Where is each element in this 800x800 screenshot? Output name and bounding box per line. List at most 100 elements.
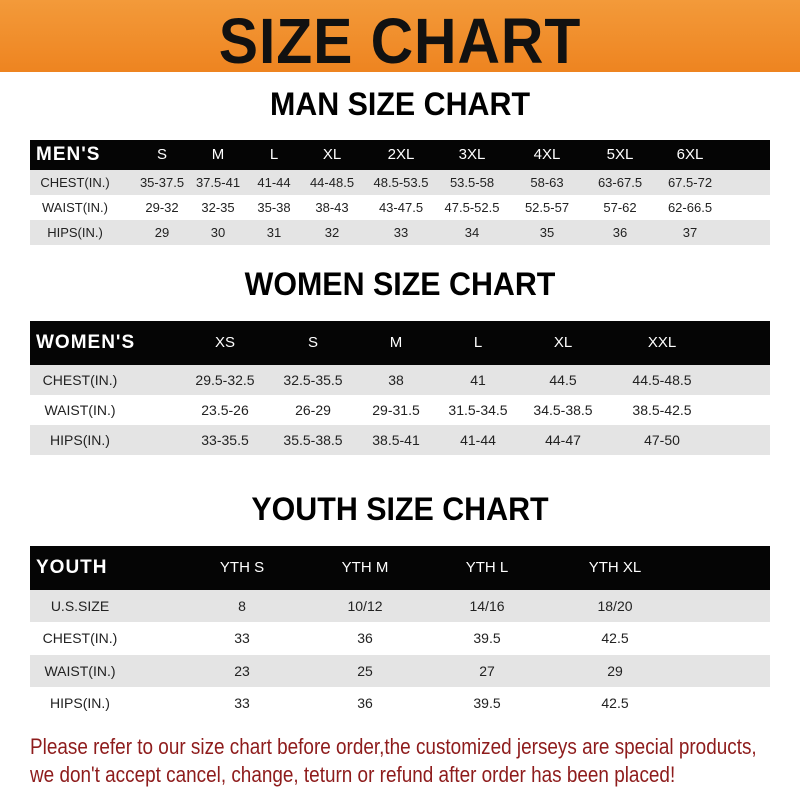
- row-label: WAIST(IN.): [44, 663, 116, 679]
- table-cell: 36: [357, 695, 373, 711]
- row-label: MEN'S: [36, 144, 101, 165]
- table-cell: 39.5: [473, 630, 501, 646]
- row-label: HIPS(IN.): [50, 432, 110, 448]
- table-cell: 47-50: [644, 432, 680, 448]
- row-label: CHEST(IN.): [40, 175, 110, 190]
- table-cell: 63-67.5: [597, 175, 643, 190]
- table-cell: 67.5-72: [667, 175, 713, 190]
- table-cell: 10/12: [347, 598, 383, 614]
- row-label: WOMEN'S: [36, 332, 136, 353]
- table-cell: 38.5-42.5: [632, 402, 692, 418]
- table-cell: 35.5-38.5: [283, 432, 343, 448]
- table-cell: 29-31.5: [372, 402, 420, 418]
- row-label: CHEST(IN.): [42, 372, 118, 388]
- table-cell: 14/16: [469, 598, 505, 614]
- table-cell: 35-37.5: [139, 175, 185, 190]
- table-cell: 62-66.5: [667, 200, 713, 215]
- table-row: CHEST(IN.) 33 36 39.5 42.5: [30, 622, 770, 655]
- table-cell: 41: [470, 372, 486, 388]
- table-cell: 41-44: [257, 175, 291, 190]
- table-header-row: YOUTH YTH S YTH M YTH L YTH XL: [30, 546, 770, 590]
- table-cell: 29: [607, 663, 623, 679]
- title-banner: SIZE CHART: [0, 0, 800, 77]
- table-cell: 32: [324, 225, 340, 240]
- table-cell: 44-47: [545, 432, 581, 448]
- table-cell: 2XL: [387, 146, 415, 163]
- table-cell: 33-35.5: [201, 432, 249, 448]
- table-cell: 36: [612, 225, 628, 240]
- table-cell: 29.5-32.5: [195, 372, 255, 388]
- table-cell: 39.5: [473, 695, 501, 711]
- row-label: CHEST(IN.): [42, 630, 118, 646]
- table-cell: M: [211, 146, 225, 163]
- table-cell: XL: [553, 334, 573, 351]
- table-cell: XS: [214, 334, 236, 351]
- table-row: WAIST(IN.) 23 25 27 29: [30, 655, 770, 687]
- table-cell: 31.5-34.5: [448, 402, 508, 418]
- notice-line-2: we don't accept cancel, change, teturn o…: [30, 762, 676, 787]
- table-row: WAIST(IN.) 29-32 32-35 35-38 38-43 43-47.5 47.…: [30, 195, 770, 220]
- table-row: HIPS(IN.) 29 30 31 32 33 34 35 36 37: [30, 220, 770, 245]
- table-cell: 48.5-53.5: [373, 175, 429, 190]
- row-label: HIPS(IN.): [50, 695, 110, 711]
- table-cell: 29-32: [145, 200, 179, 215]
- table-cell: 32.5-35.5: [283, 372, 343, 388]
- table-cell: 35-38: [257, 200, 291, 215]
- table-cell: 35: [539, 225, 555, 240]
- table-cell: 41-44: [460, 432, 496, 448]
- table-row: HIPS(IN.) 33 36 39.5 42.5: [30, 687, 770, 720]
- table-cell: 23.5-26: [201, 402, 249, 418]
- table-cell: YTH M: [341, 559, 389, 576]
- table-cell: 52.5-57: [524, 200, 570, 215]
- table-row: WAIST(IN.) 23.5-26 26-29 29-31.5 31.5-34.5 34…: [30, 395, 770, 425]
- table-cell: 58-63: [530, 175, 564, 190]
- table-cell: 32-35: [201, 200, 235, 215]
- table-cell: 33: [393, 225, 409, 240]
- table-cell: 33: [234, 695, 250, 711]
- table-cell: 43-47.5: [378, 200, 424, 215]
- table-cell: 47.5-52.5: [444, 200, 500, 215]
- table-cell: 38-43: [315, 200, 349, 215]
- row-label: U.S.SIZE: [50, 598, 110, 614]
- row-label: HIPS(IN.): [47, 225, 103, 240]
- table-row: CHEST(IN.) 35-37.5 37.5-41 41-44 44-48.5 48.5…: [30, 170, 770, 195]
- table-cell: YTH XL: [588, 559, 642, 576]
- table-cell: 44-48.5: [309, 175, 355, 190]
- table-cell: YTH S: [219, 559, 265, 576]
- women-heading: WOMEN SIZE CHART: [244, 266, 556, 302]
- table-row: CHEST(IN.) 29.5-32.5 32.5-35.5 38 41 44.5 44.5…: [30, 365, 770, 395]
- table-cell: L: [473, 334, 483, 351]
- table-cell: 53.5-58: [449, 175, 495, 190]
- table-cell: L: [269, 146, 279, 163]
- table-cell: 33: [234, 630, 250, 646]
- table-cell: 44.5-48.5: [632, 372, 692, 388]
- table-cell: 25: [357, 663, 373, 679]
- table-cell: 57-62: [603, 200, 637, 215]
- table-cell: 6XL: [676, 146, 704, 163]
- table-cell: 26-29: [295, 402, 331, 418]
- men-heading: MAN SIZE CHART: [269, 86, 531, 122]
- table-cell: 23: [234, 663, 250, 679]
- table-cell: XXL: [647, 334, 677, 351]
- table-cell: YTH L: [465, 559, 509, 576]
- table-cell: 31: [266, 225, 282, 240]
- table-cell: 18/20: [597, 598, 633, 614]
- table-cell: 8: [238, 598, 246, 614]
- row-label: WAIST(IN.): [44, 402, 116, 418]
- table-cell: 42.5: [601, 630, 629, 646]
- table-cell: 29: [154, 225, 170, 240]
- table-cell: 44.5: [549, 372, 577, 388]
- page-title: SIZE CHART: [218, 5, 582, 77]
- table-cell: S: [156, 146, 168, 163]
- row-label: WAIST(IN.): [42, 200, 108, 215]
- notice-line-1: Please refer to our size chart before or…: [30, 734, 757, 759]
- table-row: HIPS(IN.) 33-35.5 35.5-38.5 38.5-41 41-44 44-…: [30, 425, 770, 455]
- table-cell: 38.5-41: [372, 432, 420, 448]
- row-label: YOUTH: [36, 557, 108, 578]
- table-cell: 42.5: [601, 695, 629, 711]
- table-cell: 34: [464, 225, 480, 240]
- table-cell: 34.5-38.5: [533, 402, 593, 418]
- table-cell: 3XL: [458, 146, 486, 163]
- table-cell: XL: [322, 146, 342, 163]
- table-header-row: WOMEN'S XS S M L XL XXL: [30, 321, 770, 365]
